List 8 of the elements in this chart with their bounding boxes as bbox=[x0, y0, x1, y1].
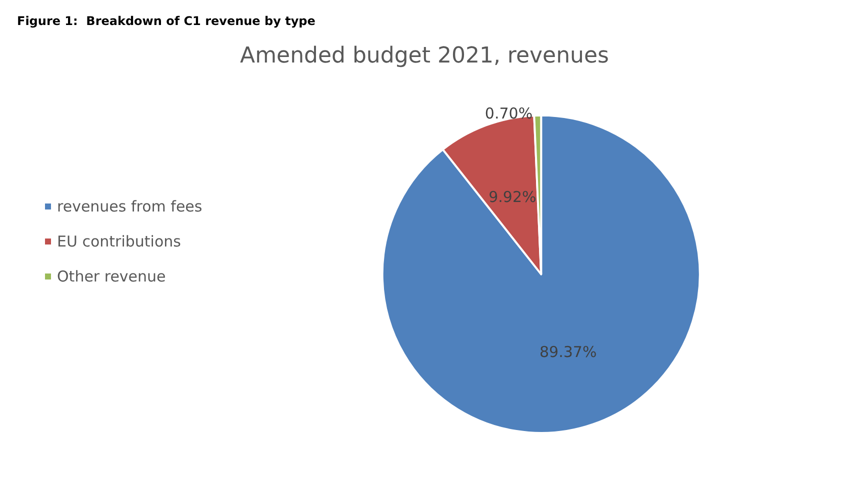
caption: Figure 1: Breakdown of C1 revenue by type bbox=[17, 14, 316, 28]
legend-label: EU contributions bbox=[57, 232, 182, 250]
chart-title: Amended budget 2021, revenues bbox=[240, 44, 609, 68]
legend-label: Other revenue bbox=[57, 268, 166, 286]
data-label: 9.92% bbox=[488, 188, 536, 206]
data-label: 0.70% bbox=[484, 104, 533, 122]
data-label: 89.37% bbox=[540, 343, 597, 362]
legend-label: revenues from fees bbox=[57, 198, 202, 216]
